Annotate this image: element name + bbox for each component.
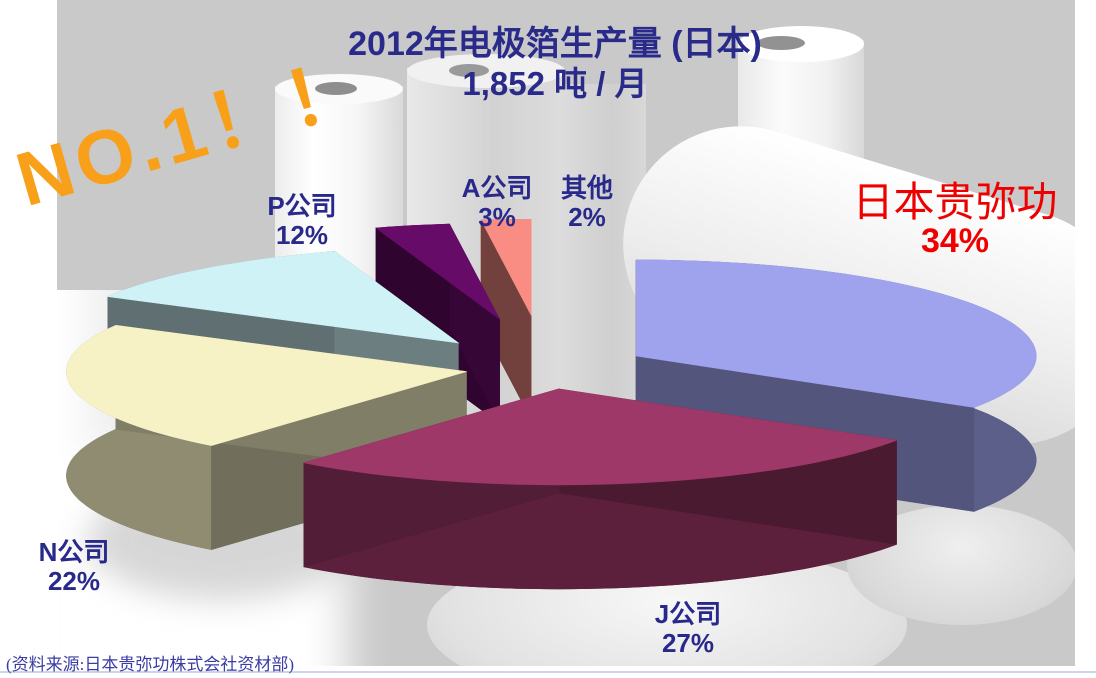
chart-title: 2012年电极箔生产量 (日本) 1,852 吨 / 月 — [0, 24, 1096, 105]
slice-name-label: A公司 — [461, 173, 533, 203]
pie-slice-top — [480, 218, 532, 316]
slice-name-label: P公司 — [267, 191, 337, 221]
slice-callout-5: A公司 3% — [461, 173, 533, 233]
foil-roll-core — [315, 82, 357, 95]
pie-slice-top — [303, 388, 897, 486]
chart-title-line2: 1,852 吨 / 月 — [462, 65, 648, 103]
pie-slice-top — [66, 324, 467, 446]
slice-name-label: 其他 — [560, 173, 614, 203]
slice-percent-label: 27% — [661, 628, 715, 659]
foil-roll-core — [449, 64, 489, 77]
source-note: (资料来源:日本贵弥功株式会社资材部) — [6, 655, 295, 674]
slice-percent-label: 3% — [478, 202, 516, 233]
slice-percent-label: 12% — [275, 220, 329, 251]
slice-callout-1: 日本贵弥功 34% — [853, 182, 1058, 260]
slice-callout-4: P公司 12% — [267, 191, 337, 251]
slice-percent-label: 2% — [568, 202, 606, 233]
slice-callout-3: N公司 22% — [38, 537, 110, 597]
slice-name-label: J公司 — [654, 599, 722, 629]
slice-name-label: N公司 — [38, 537, 110, 567]
slice-name-label: 日本贵弥功 — [852, 179, 1058, 225]
bottom-divider — [0, 671, 1096, 673]
pie-slice-top — [106, 251, 460, 344]
chart-title-line1: 2012年电极箔生产量 (日本) — [348, 25, 762, 63]
slice-percent-label: 22% — [47, 566, 101, 597]
slice-callout-6: 其他 2% — [560, 173, 614, 233]
pie-slice-top — [635, 259, 1037, 408]
slice-percent-label: 34% — [920, 222, 990, 260]
foil-roll-core — [757, 36, 805, 50]
slice-callout-2: J公司 27% — [654, 599, 722, 659]
pie-slice-top — [375, 223, 500, 320]
